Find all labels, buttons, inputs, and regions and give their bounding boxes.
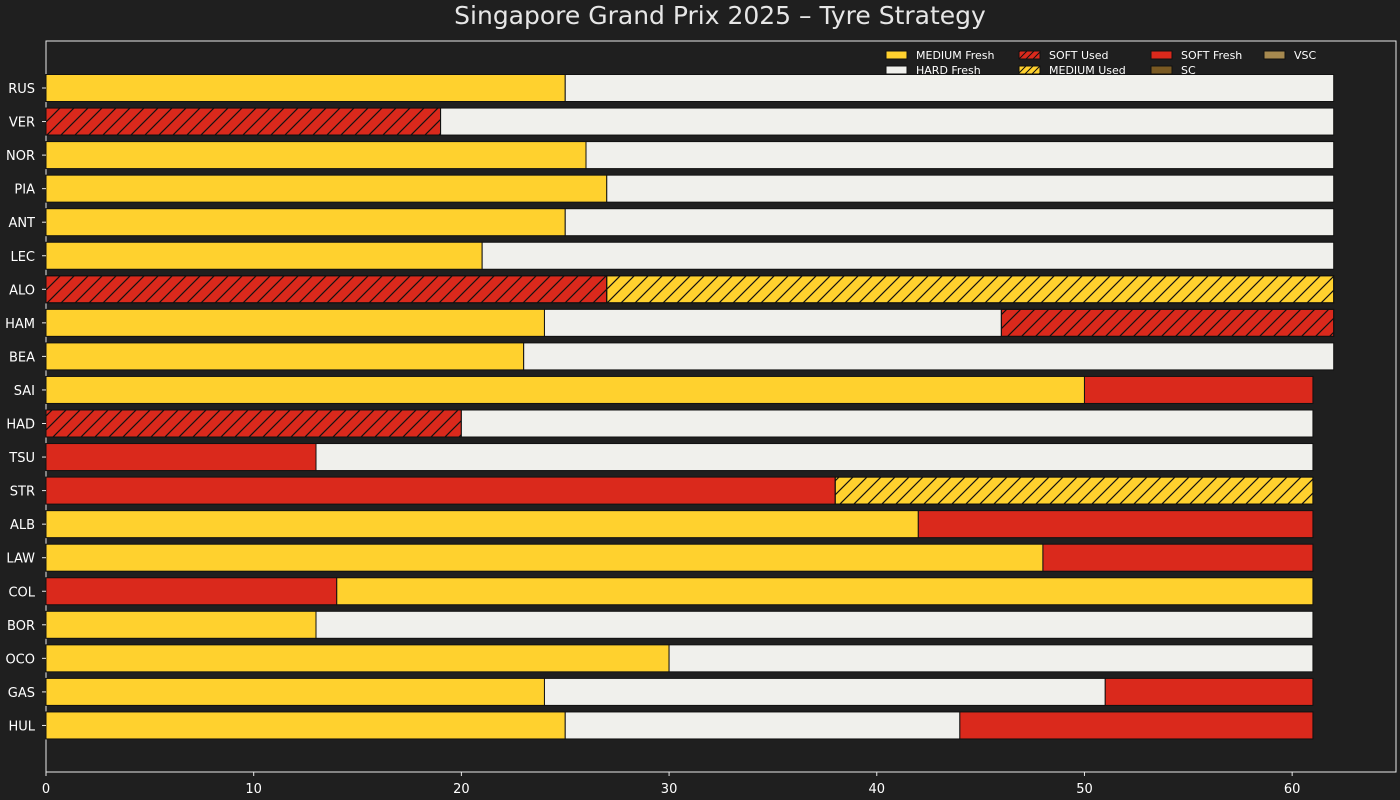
stint-bar-gas-soft: [1104, 677, 1314, 706]
stint-bar-hul-medium: [45, 711, 566, 740]
legend-swatch-hard-fresh: [885, 65, 908, 75]
bars-group: [45, 74, 1335, 740]
stint-bar-sai-medium: [45, 375, 1085, 404]
stint-hatch-overlay: [834, 476, 1314, 505]
x-tick-label: 40: [868, 782, 885, 797]
y-tick-label: RUS: [8, 82, 35, 97]
y-tick-label: PIA: [14, 183, 35, 198]
y-tick-label: HUL: [8, 719, 35, 734]
stint-hatch-overlay: [1000, 308, 1335, 337]
y-tick-label: OCO: [5, 652, 35, 667]
legend-swatch-hatch: [1018, 65, 1041, 75]
y-axis: RUS VER NOR PIA ANT LEC ALO HAM BEA SAI HAD TSU STR A…: [5, 82, 46, 734]
y-tick-label: HAM: [5, 317, 35, 332]
x-tick-label: 60: [1284, 782, 1301, 797]
plot-frame: [45, 40, 1397, 773]
stint-bar-ver-hard: [440, 107, 1335, 136]
stint-hatch-overlay: [606, 275, 1335, 304]
x-tick-label: 0: [42, 782, 50, 797]
stint-bar-pia-hard: [606, 174, 1335, 203]
y-tick-label: NOR: [6, 149, 35, 164]
stint-bar-ham-hard: [543, 308, 1002, 337]
y-tick-label: LAW: [6, 552, 35, 567]
stint-hatch-overlay: [45, 275, 608, 304]
stint-bar-rus-hard: [564, 74, 1335, 102]
x-tick-label: 50: [1076, 782, 1093, 797]
legend-swatch-hatch: [1018, 50, 1041, 60]
legend-swatch-vsc: [1263, 50, 1286, 60]
stint-bar-had-hard: [460, 409, 1314, 438]
stint-bar-col-soft: [45, 577, 338, 606]
stint-hatch-overlay: [45, 409, 462, 438]
stint-bar-rus-medium: [45, 74, 566, 102]
stint-bar-lec-medium: [45, 241, 483, 270]
stint-bar-sai-soft: [1083, 375, 1314, 404]
y-tick-label: BOR: [7, 619, 35, 634]
stint-bar-nor-medium: [45, 141, 587, 170]
stint-bar-tsu-hard: [315, 443, 1314, 472]
x-tick-label: 30: [661, 782, 678, 797]
x-tick-label: 10: [245, 782, 262, 797]
stint-bar-oco-hard: [668, 644, 1314, 673]
legend-swatch-sc: [1150, 65, 1173, 75]
stint-bar-bea-hard: [523, 342, 1335, 371]
y-tick-label: GAS: [8, 686, 35, 701]
stint-bar-pia-medium: [45, 174, 608, 203]
stint-bar-ham-medium: [45, 308, 545, 337]
stint-bar-bor-medium: [45, 610, 317, 639]
y-tick-label: HAD: [6, 418, 35, 433]
y-tick-label: VER: [9, 116, 35, 131]
stint-bar-law-medium: [45, 543, 1044, 572]
y-tick-label: ALB: [10, 518, 35, 533]
stint-bar-ant-medium: [45, 208, 566, 237]
y-tick-label: ANT: [8, 216, 35, 231]
legend-label: VSC: [1294, 49, 1317, 62]
legend-label: SOFT Fresh: [1181, 49, 1242, 62]
stint-hatch-overlay: [45, 107, 442, 136]
legend-label: SC: [1181, 64, 1196, 77]
stint-bar-law-soft: [1042, 543, 1314, 572]
stint-bar-nor-hard: [585, 141, 1335, 170]
chart-title: Singapore Grand Prix 2025 – Tyre Strateg…: [454, 1, 986, 30]
stint-bar-col-medium: [336, 577, 1314, 606]
legend-label: HARD Fresh: [916, 64, 981, 77]
stint-bar-hul-hard: [564, 711, 961, 740]
legend-label: MEDIUM Used: [1049, 64, 1126, 77]
legend: MEDIUM Fresh HARD Fresh SOFT Used MEDIUM Us…: [885, 49, 1317, 77]
y-tick-label: BEA: [9, 350, 35, 365]
legend-label: SOFT Used: [1049, 49, 1109, 62]
legend-swatch-medium-fresh: [885, 50, 908, 60]
legend-label: MEDIUM Fresh: [916, 49, 995, 62]
stint-bar-gas-hard: [543, 677, 1106, 706]
y-tick-label: TSU: [8, 451, 35, 466]
stint-bar-lec-hard: [481, 241, 1335, 270]
stint-bar-alb-soft: [917, 510, 1314, 539]
y-tick-label: ALO: [9, 283, 35, 298]
stint-bar-bor-hard: [315, 610, 1314, 639]
stint-bar-gas-medium: [45, 677, 545, 706]
x-tick-label: 20: [453, 782, 470, 797]
y-tick-label: SAI: [14, 384, 35, 399]
stint-bar-tsu-soft: [45, 443, 317, 472]
y-tick-label: COL: [8, 585, 35, 600]
stint-bar-alb-medium: [45, 510, 919, 539]
x-axis: 0 10 20 30 40 50 60: [42, 772, 1301, 797]
legend-swatch-soft-fresh: [1150, 50, 1173, 60]
stint-bar-bea-medium: [45, 342, 525, 371]
y-tick-label: LEC: [10, 250, 35, 265]
stint-bar-ant-hard: [564, 208, 1335, 237]
stint-bar-hul-soft: [959, 711, 1314, 740]
stint-bar-str-soft: [45, 476, 836, 505]
y-tick-label: STR: [10, 485, 35, 500]
stint-bar-oco-medium: [45, 644, 670, 673]
